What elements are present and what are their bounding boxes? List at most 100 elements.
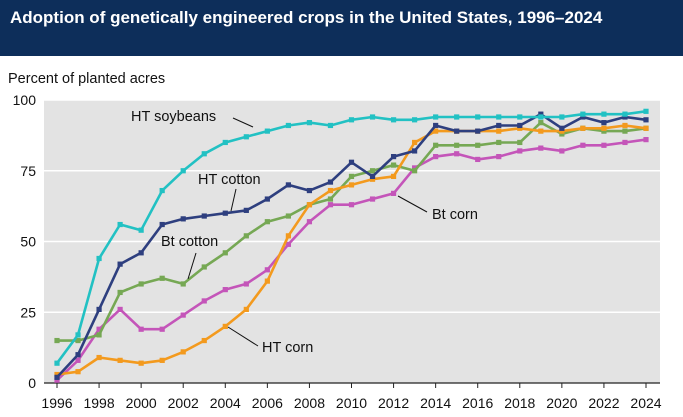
data-point (327, 202, 334, 208)
title-bar: Adoption of genetically engineered crops… (0, 0, 683, 56)
data-point (433, 114, 439, 120)
series-lines (54, 108, 649, 383)
data-point (180, 216, 186, 222)
data-point (243, 134, 249, 140)
grid-lines (44, 99, 660, 313)
x-tick-label: 2020 (546, 395, 577, 411)
data-point (264, 267, 270, 273)
data-point (117, 261, 123, 267)
data-point (454, 128, 460, 134)
data-point (201, 337, 207, 344)
data-point (412, 165, 418, 171)
y-tick-label: 75 (20, 163, 36, 179)
data-point (580, 142, 586, 148)
data-point (117, 221, 123, 228)
data-point (201, 298, 207, 304)
series-bt-cotton (54, 120, 649, 344)
data-point (180, 312, 186, 318)
data-point (243, 207, 249, 213)
data-point (264, 196, 270, 202)
data-point (117, 289, 123, 296)
x-tick-label: 2004 (210, 395, 241, 411)
x-tick-label: 2002 (168, 395, 199, 411)
data-point (159, 275, 165, 281)
y-tick-label: 50 (20, 234, 36, 250)
data-point (601, 142, 607, 148)
x-tick-label: 1996 (41, 395, 72, 411)
data-point (433, 154, 439, 160)
data-point (75, 357, 81, 363)
data-point (327, 179, 334, 185)
data-point (54, 337, 60, 344)
label-leader-line (397, 195, 428, 213)
data-point (643, 125, 649, 131)
data-point (538, 120, 544, 126)
data-point (285, 182, 291, 188)
label-leader-line (230, 188, 237, 212)
data-point (243, 306, 249, 313)
data-point (559, 114, 565, 120)
x-tick-label: 2012 (378, 395, 409, 411)
label-leader-line (187, 252, 197, 280)
data-point (517, 125, 523, 131)
data-point (54, 374, 60, 380)
y-axis-title: Percent of planted acres (8, 71, 165, 87)
data-point (580, 111, 586, 117)
data-point (369, 168, 376, 174)
data-point (348, 173, 355, 180)
data-point (390, 162, 397, 168)
data-point (96, 354, 102, 361)
data-point (159, 357, 165, 363)
y-tick-label: 0 (28, 375, 36, 391)
label-leader-line (232, 117, 254, 128)
data-point (601, 125, 607, 131)
data-point (496, 114, 502, 120)
data-point (285, 213, 291, 219)
data-point (622, 122, 628, 129)
data-point (433, 122, 439, 129)
data-point (222, 287, 228, 293)
data-point (96, 326, 102, 332)
data-point (117, 306, 123, 313)
data-point (496, 139, 502, 146)
x-tick-label: 2010 (336, 395, 367, 411)
data-point (559, 125, 565, 131)
series-label: Bt corn (432, 207, 478, 223)
data-point (75, 352, 81, 358)
data-point (622, 114, 628, 120)
data-point (138, 360, 144, 366)
data-point (538, 114, 544, 120)
data-point (264, 219, 270, 225)
data-point (390, 154, 397, 160)
data-point (412, 117, 418, 123)
data-point (412, 148, 418, 154)
data-point (159, 326, 165, 332)
data-point (369, 173, 376, 180)
chart-title: Adoption of genetically engineered crops… (10, 8, 603, 27)
data-point (306, 120, 313, 126)
data-point (96, 306, 102, 313)
data-point (75, 337, 81, 344)
series-label: Bt cotton (161, 234, 218, 250)
data-point (180, 349, 186, 355)
y-tick-label: 100 (13, 92, 37, 108)
data-point (138, 281, 144, 287)
data-point (538, 128, 544, 134)
data-point (433, 128, 439, 134)
data-point (243, 281, 249, 287)
data-point (517, 148, 523, 154)
data-point (433, 142, 439, 148)
data-point (327, 196, 334, 202)
data-point (454, 142, 460, 148)
x-axis: 1996 1998 2000 2002 2004 2006 2008 2010 2012 2014… (41, 382, 662, 411)
data-point (496, 128, 502, 134)
data-point (580, 125, 586, 131)
data-point (475, 128, 481, 134)
data-point (643, 117, 649, 123)
data-point (117, 357, 123, 363)
data-point (201, 213, 207, 219)
data-point (390, 190, 397, 196)
data-point (222, 250, 228, 256)
series-label: HT corn (262, 340, 313, 356)
data-point (601, 120, 607, 126)
